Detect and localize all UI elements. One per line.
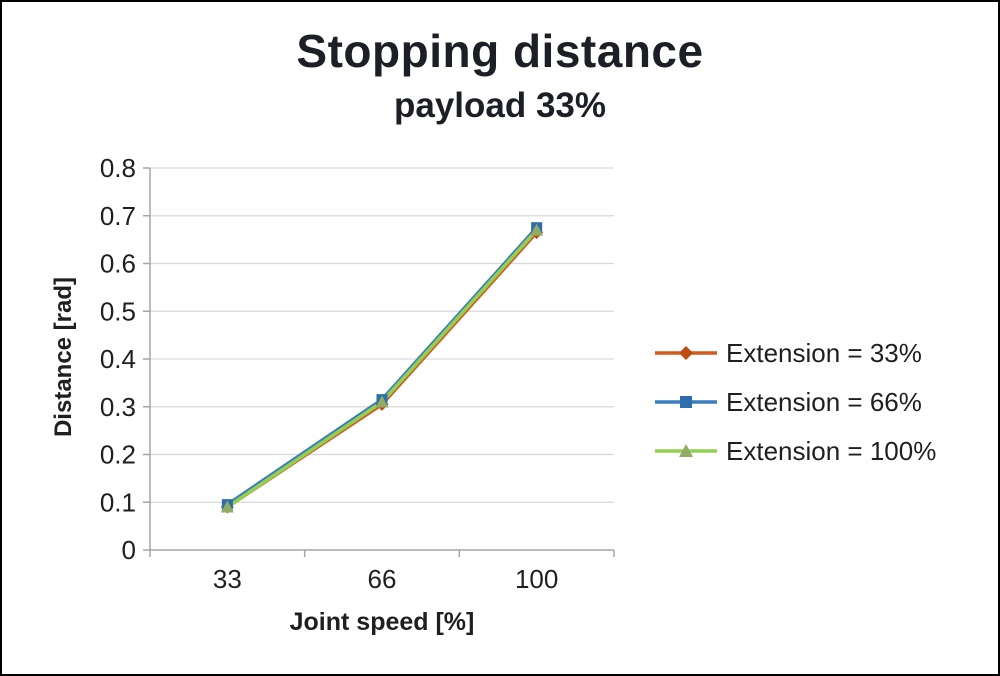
chart-title: Stopping distance: [296, 25, 704, 77]
marker-triangle: [679, 444, 693, 457]
y-tick-label: 0.5: [100, 296, 136, 326]
x-axis-title: Joint speed [%]: [289, 608, 475, 636]
legend-label: Extension = 100%: [726, 435, 937, 466]
legend-square-marker-icon: [655, 396, 717, 408]
y-tick-label: 0: [122, 535, 136, 565]
marker-diamond: [679, 346, 693, 360]
marker-square: [221, 499, 233, 511]
legend-item-extension-66: Extension = 66%: [654, 385, 936, 419]
x-tick-label: 66: [368, 564, 397, 594]
marker-triangle: [220, 500, 234, 513]
y-tick-label: 0.4: [100, 344, 136, 374]
x-tick-label: 100: [515, 564, 558, 594]
y-tick-label: 0.8: [100, 153, 136, 183]
marker-triangle: [375, 395, 389, 408]
legend-item-extension-100: Extension = 100%: [654, 434, 936, 468]
marker-diamond: [220, 500, 234, 514]
y-tick-label: 0.3: [100, 392, 136, 422]
marker-diamond: [375, 397, 389, 411]
legend-item-extension-33: Extension = 33%: [654, 336, 936, 370]
marker-triangle: [530, 223, 544, 236]
y-tick-label: 0.1: [100, 487, 136, 517]
y-tick-label: 0.7: [100, 201, 136, 231]
marker-square: [680, 396, 692, 408]
legend-label: Extension = 33%: [726, 337, 922, 368]
y-axis-title: Distance [rad]: [50, 276, 77, 438]
y-tick-label: 0.6: [100, 249, 136, 279]
legend-label: Extension = 66%: [726, 386, 922, 417]
series-line: [225, 225, 539, 507]
legend-triangle-marker-icon: [655, 444, 717, 457]
marker-square: [531, 222, 543, 234]
marker-diamond: [530, 225, 544, 239]
legend-diamond-marker-icon: [655, 346, 717, 360]
chart-subtitle: payload 33%: [393, 86, 607, 125]
x-tick-label: 33: [213, 564, 242, 594]
legend: Extension = 33% Extension = 66% Extensio…: [654, 336, 936, 468]
marker-square: [376, 394, 388, 406]
y-tick-label: 0.2: [100, 440, 136, 470]
series-line: [225, 230, 539, 509]
series-line: [225, 228, 539, 509]
